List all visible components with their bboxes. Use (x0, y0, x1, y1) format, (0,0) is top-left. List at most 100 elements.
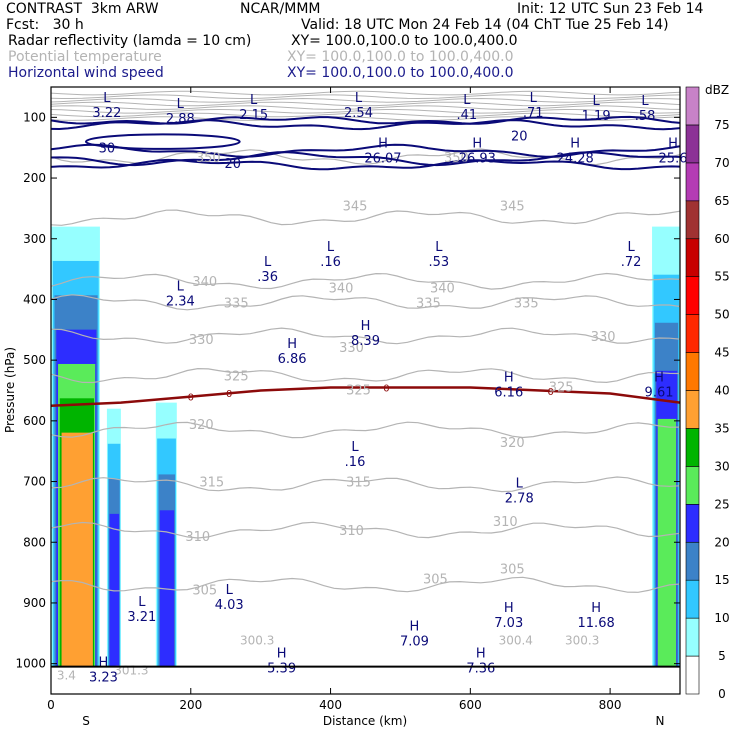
wind-extremum-value: 1.19 (582, 109, 611, 124)
reflectivity-column-0-level-35 (61, 432, 93, 667)
colorbar-label: 75 (714, 118, 729, 132)
wind-extremum-value: .58 (635, 109, 656, 124)
theta-label: 335 (416, 296, 441, 311)
colorbar-label: 10 (714, 611, 729, 625)
wind-extremum-L: L (138, 595, 146, 610)
reflectivity-column-1-level-20 (109, 513, 120, 667)
theta-contour-335 (50, 294, 681, 311)
theta-label: 320 (189, 418, 214, 433)
theta-contour-upper (50, 97, 681, 103)
wind-extremum-L: L (593, 94, 601, 109)
theta-contour-upper (50, 94, 681, 100)
wind-extremum-value: 11.68 (578, 616, 615, 631)
colorbar-swatch-70 (685, 124, 700, 164)
model-title: CONTRAST 3km ARW (6, 1, 159, 17)
theta-label: 340 (329, 281, 354, 296)
x-tick-label: 0 (47, 698, 55, 712)
freezing-level-label: 0 (188, 393, 194, 404)
colorbar-swatch-0 (685, 655, 700, 695)
freezing-level-label: 0 (383, 383, 389, 394)
theta-contour-310 (50, 521, 681, 539)
wind-extremum-L: L (250, 93, 258, 108)
colorbar-swatch-75 (685, 86, 700, 126)
wind-extremum-L: L (264, 255, 272, 270)
wind-extremum-value: 4.03 (215, 598, 244, 613)
colorbar-label: 50 (714, 308, 729, 322)
theta-label: 340 (192, 275, 217, 290)
wind-extremum-H: H (654, 370, 664, 385)
x-tick-label: 800 (599, 698, 622, 712)
theta-contour-345 (50, 209, 681, 226)
wind-extremum-value: 7.36 (466, 662, 495, 677)
wind-extremum-value: .72 (621, 255, 642, 270)
theta-label: 350 (444, 151, 469, 166)
theta-label: 315 (346, 476, 371, 491)
wind-speed-contour (50, 158, 681, 171)
wind-extremum-H: H (472, 137, 482, 152)
colorbar-swatch-20 (685, 504, 700, 543)
wind-extremum-value: 2.54 (344, 106, 373, 121)
wind-extremum-H: H (570, 137, 580, 152)
wind-extremum-H: H (99, 656, 109, 671)
wind-extremum-value: .16 (320, 255, 341, 270)
theta-label: 350 (196, 151, 221, 166)
wind-extremum-H: H (410, 619, 420, 634)
theta-label: 340 (430, 281, 455, 296)
colorbar-swatch-10 (685, 579, 700, 619)
wind-extremum-H: H (504, 601, 514, 616)
theta-label: 345 (500, 199, 525, 214)
wind-extremum-value: 2.78 (505, 492, 534, 507)
field-theta-label: Potential temperature (8, 49, 162, 65)
field-wind-label: Horizontal wind speed (8, 65, 164, 81)
institution-label: NCAR/MMM (240, 1, 321, 17)
theta-label: 335 (514, 296, 539, 311)
wind-extremum-L: L (226, 583, 234, 598)
field-wind-xy: XY= 100.0,100.0 to 100.0,400.0 (287, 65, 514, 81)
field-theta-xy: XY= 100.0,100.0 to 100.0,400.0 (287, 49, 514, 65)
y-tick-label: 1000 (15, 657, 46, 671)
y-tick-label: 600 (23, 414, 46, 428)
y-axis-title: Pressure (hPa) (3, 347, 17, 433)
wind-extremum-value: .71 (523, 106, 544, 121)
colorbar-swatch-55 (685, 238, 700, 277)
colorbar-swatch-45 (685, 314, 700, 353)
theta-label: 325 (346, 383, 371, 398)
wind-extremum-H: H (668, 137, 678, 152)
colorbar-swatch-30 (685, 428, 700, 467)
wind-speed-contour-core (84, 133, 241, 150)
y-tick-label: 100 (23, 110, 46, 124)
wind-extremum-value: 3.23 (89, 671, 118, 686)
wind-speed-contour (50, 143, 681, 158)
theta-label: 330 (339, 341, 364, 356)
theta-contour-upper (50, 105, 681, 111)
theta-label: 310 (185, 530, 210, 545)
colorbar-label: 25 (714, 497, 729, 511)
theta-contour-315 (50, 476, 681, 493)
wind-extremum-L: L (327, 240, 335, 255)
wind-speed-contour (50, 151, 681, 167)
freezing-level-label: 0 (548, 387, 554, 398)
wind-extremum-L: L (627, 240, 635, 255)
colorbar-label: 40 (714, 384, 729, 398)
wind-extremum-value: .16 (345, 455, 366, 470)
y-tick-label: 300 (23, 232, 46, 246)
surface-theta-label: 300.4 (499, 633, 533, 647)
colorbar-label: 45 (714, 346, 729, 360)
colorbar-label: 60 (714, 232, 729, 246)
wind-contour-label: 20 (511, 130, 528, 145)
theta-label: 315 (199, 476, 224, 491)
wind-extremum-L: L (463, 93, 471, 108)
field-reflectivity-xy: XY= 100.0,100.0 to 100.0,400.0 (291, 33, 518, 49)
y-tick-label: 200 (23, 171, 46, 185)
wind-extremum-value: 8.39 (351, 334, 380, 349)
wind-extremum-value: 9.61 (645, 385, 674, 400)
field-reflectivity-label: Radar reflectivity (lamda = 10 cm) (8, 33, 252, 49)
wind-extremum-H: H (504, 370, 514, 385)
colorbar-label: 65 (714, 194, 729, 208)
theta-label: 310 (339, 524, 364, 539)
theta-contour-305 (50, 576, 681, 593)
y-tick-label: 400 (23, 292, 46, 306)
theta-label: 305 (500, 562, 525, 577)
wind-extremum-L: L (177, 279, 185, 294)
wind-extremum-L: L (351, 440, 359, 455)
